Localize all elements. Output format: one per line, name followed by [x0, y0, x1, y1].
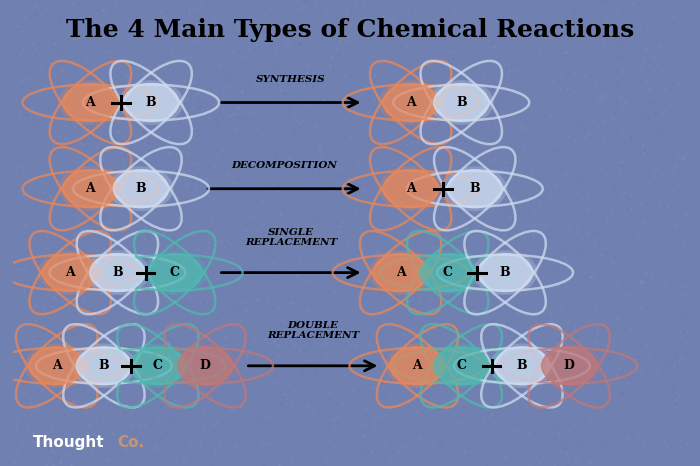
Text: B: B	[112, 266, 122, 279]
Circle shape	[477, 254, 533, 292]
Ellipse shape	[442, 166, 507, 211]
Text: Co.: Co.	[118, 435, 144, 450]
Text: B: B	[500, 266, 510, 279]
Text: A: A	[85, 96, 95, 109]
Text: C: C	[456, 359, 466, 372]
Text: B: B	[470, 182, 480, 195]
Ellipse shape	[58, 80, 122, 125]
Circle shape	[90, 254, 145, 292]
Text: C: C	[153, 359, 163, 372]
Circle shape	[124, 83, 178, 122]
Ellipse shape	[85, 250, 150, 295]
Text: A: A	[406, 96, 416, 109]
Ellipse shape	[429, 343, 493, 388]
Ellipse shape	[173, 343, 237, 388]
Circle shape	[178, 347, 232, 385]
Ellipse shape	[385, 343, 450, 388]
Circle shape	[434, 347, 489, 385]
Text: D: D	[199, 359, 211, 372]
Circle shape	[434, 83, 489, 122]
Ellipse shape	[489, 343, 554, 388]
Text: B: B	[136, 182, 146, 195]
Ellipse shape	[119, 80, 183, 125]
Text: SINGLE
REPLACEMENT: SINGLE REPLACEMENT	[245, 227, 337, 247]
Ellipse shape	[38, 250, 103, 295]
Ellipse shape	[125, 343, 190, 388]
Text: C: C	[169, 266, 180, 279]
Circle shape	[383, 170, 438, 208]
Text: A: A	[406, 182, 416, 195]
Circle shape	[130, 347, 186, 385]
Text: B: B	[146, 96, 156, 109]
Circle shape	[390, 347, 445, 385]
Text: A: A	[412, 359, 422, 372]
Circle shape	[420, 254, 475, 292]
Circle shape	[113, 170, 169, 208]
Ellipse shape	[415, 250, 480, 295]
Circle shape	[373, 254, 428, 292]
Text: A: A	[85, 182, 95, 195]
Circle shape	[63, 83, 118, 122]
Text: B: B	[99, 359, 109, 372]
Text: A: A	[52, 359, 62, 372]
Text: Thought: Thought	[33, 435, 105, 450]
Text: A: A	[65, 266, 75, 279]
Text: B: B	[456, 96, 467, 109]
Text: DECOMPOSITION: DECOMPOSITION	[231, 161, 337, 170]
Circle shape	[147, 254, 202, 292]
Text: D: D	[564, 359, 575, 372]
Ellipse shape	[429, 80, 493, 125]
Circle shape	[63, 170, 118, 208]
Text: C: C	[443, 266, 453, 279]
Circle shape	[494, 347, 550, 385]
Text: A: A	[395, 266, 405, 279]
Text: SYNTHESIS: SYNTHESIS	[256, 75, 326, 84]
Ellipse shape	[25, 343, 89, 388]
Ellipse shape	[473, 250, 538, 295]
Ellipse shape	[537, 343, 601, 388]
Text: B: B	[517, 359, 527, 372]
Circle shape	[76, 347, 132, 385]
Circle shape	[29, 347, 84, 385]
Circle shape	[383, 83, 438, 122]
Ellipse shape	[378, 166, 443, 211]
Ellipse shape	[108, 166, 174, 211]
Circle shape	[542, 347, 596, 385]
Ellipse shape	[368, 250, 433, 295]
Ellipse shape	[71, 343, 136, 388]
Ellipse shape	[58, 166, 122, 211]
Text: The 4 Main Types of Chemical Reactions: The 4 Main Types of Chemical Reactions	[66, 18, 634, 42]
Ellipse shape	[378, 80, 443, 125]
Ellipse shape	[142, 250, 207, 295]
Text: DOUBLE
REPLACEMENT: DOUBLE REPLACEMENT	[267, 321, 359, 340]
Circle shape	[43, 254, 98, 292]
Circle shape	[447, 170, 502, 208]
